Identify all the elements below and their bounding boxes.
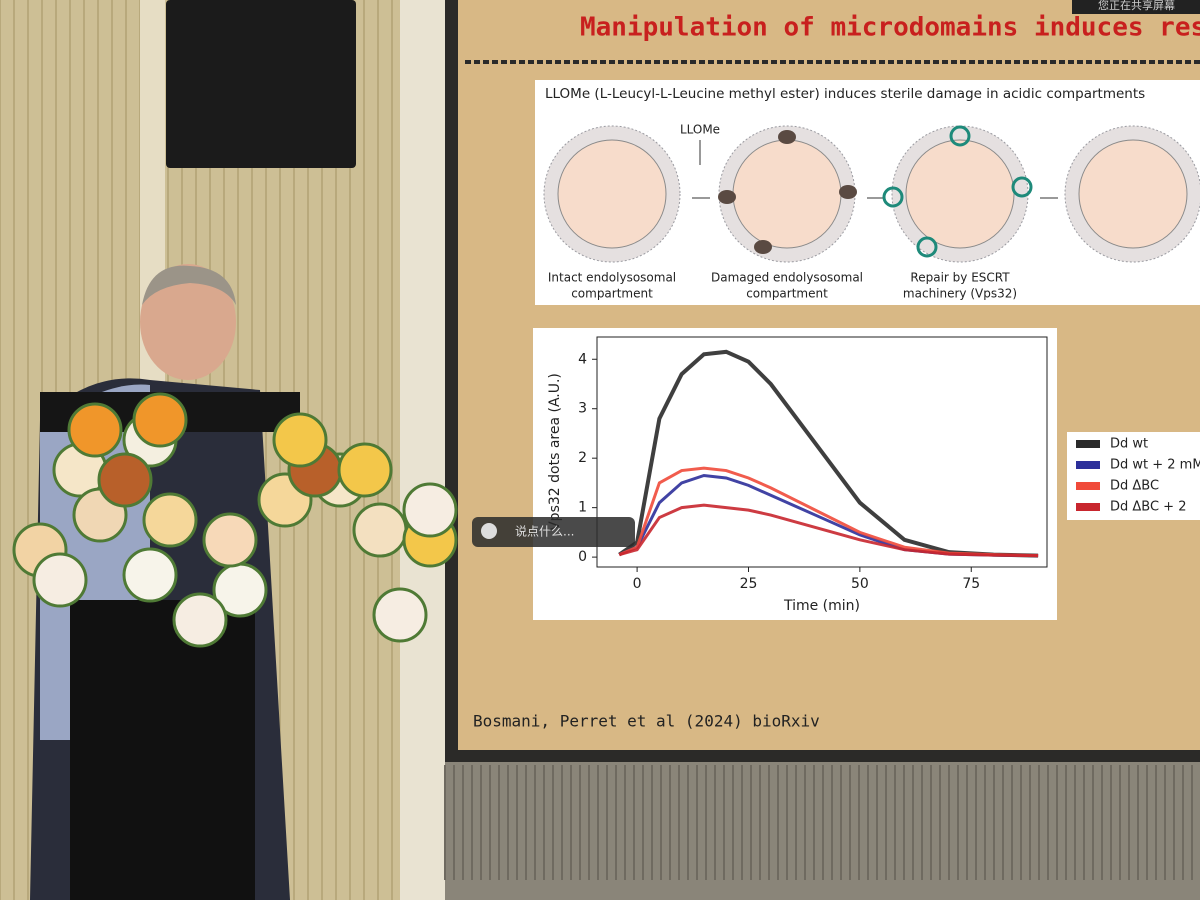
- legend-label: Dd ΔBC: [1110, 479, 1159, 494]
- flower: [272, 412, 328, 468]
- share-notice: 您正在共享屏幕: [1098, 0, 1175, 12]
- escrt-spiral: [949, 125, 971, 147]
- x-tick-label: 25: [740, 576, 758, 592]
- compartment-lumen: [905, 139, 1015, 249]
- y-tick-label: 3: [578, 401, 587, 417]
- y-axis-label: Vps32 dots area (A.U.): [547, 373, 563, 531]
- flower: [32, 552, 88, 608]
- flower: [352, 502, 408, 558]
- y-tick-label: 1: [578, 500, 587, 516]
- legend-swatch: [1076, 440, 1100, 448]
- compartment-lumen: [1078, 139, 1188, 249]
- escrt-spiral: [916, 236, 938, 258]
- pillar: [400, 0, 445, 900]
- flower: [402, 482, 458, 538]
- compartment-lumen: [557, 139, 667, 249]
- flower: [172, 592, 228, 648]
- share-badge: [1072, 0, 1200, 14]
- damage-site: [839, 185, 857, 199]
- damage-site: [754, 240, 772, 254]
- stage-label: compartment: [571, 287, 653, 301]
- plot-frame: [596, 336, 1048, 568]
- y-tick-label: 0: [578, 549, 587, 565]
- escrt-spiral: [1011, 176, 1033, 198]
- legend-swatch: [1076, 503, 1100, 511]
- damage-site: [718, 190, 736, 204]
- escrt-spiral: [882, 186, 904, 208]
- legend-label: Dd wt + 2 mM: [1110, 458, 1200, 473]
- slide-title: Manipulation of microdomains induces res…: [580, 13, 1200, 43]
- flower: [67, 402, 123, 458]
- podium: [70, 600, 255, 900]
- flower: [122, 547, 178, 603]
- emoji-icon: [481, 523, 497, 539]
- stage-label: Intact endolysosomal: [548, 271, 676, 285]
- y-tick-label: 2: [578, 450, 587, 466]
- flower: [372, 587, 428, 643]
- citation: Bosmani, Perret et al (2024) bioRxiv: [473, 712, 820, 731]
- flower: [202, 512, 258, 568]
- chart-panel: [533, 328, 1057, 620]
- legend-swatch: [1076, 461, 1100, 469]
- flower: [132, 392, 188, 448]
- stage-label: Damaged endolysosomal: [711, 271, 863, 285]
- stage-label: compartment: [746, 287, 828, 301]
- flower: [142, 492, 198, 548]
- damage-site: [778, 130, 796, 144]
- hair: [142, 265, 236, 305]
- legend-swatch: [1076, 482, 1100, 490]
- legend-label: Dd ΔBC + 2: [1110, 500, 1186, 515]
- stage-label: machinery (Vps32): [903, 287, 1017, 301]
- x-tick-label: 0: [633, 576, 642, 592]
- x-axis-label: Time (min): [783, 598, 860, 614]
- flower: [337, 442, 393, 498]
- agent-label: LLOMe: [680, 123, 720, 137]
- comment-input: 说点什么...: [515, 524, 574, 539]
- flower: [97, 452, 153, 508]
- data-line: [618, 503, 1039, 558]
- diagram-heading: LLOMe (L-Leucyl-L-Leucine methyl ester) …: [545, 86, 1145, 102]
- legend-label: Dd wt: [1110, 437, 1148, 452]
- x-tick-label: 75: [962, 576, 980, 592]
- y-tick-label: 4: [578, 351, 587, 367]
- data-line: [618, 349, 1039, 558]
- stage-label: Repair by ESCRT: [910, 271, 1010, 285]
- x-tick-label: 50: [851, 576, 869, 592]
- head: [140, 264, 236, 380]
- comment-bar: [472, 517, 635, 547]
- speaker-box: [166, 0, 356, 168]
- compartment-lumen: [732, 139, 842, 249]
